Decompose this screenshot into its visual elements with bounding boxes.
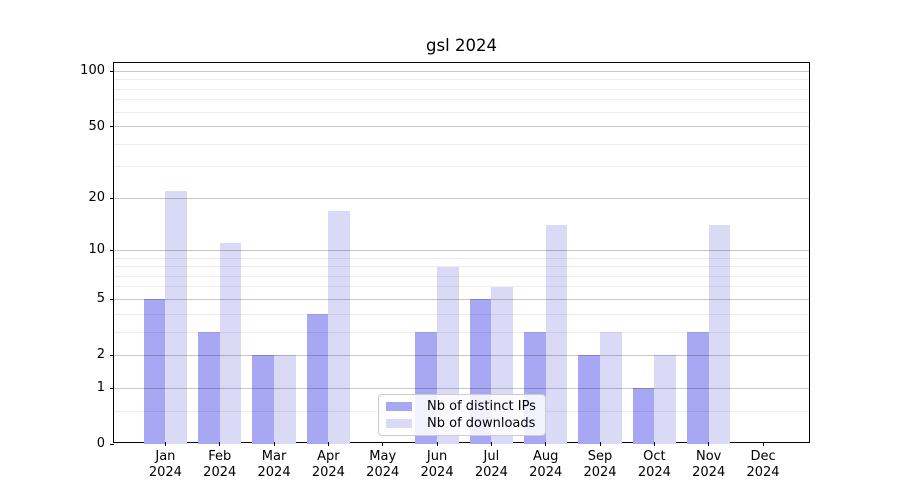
- y-tick-label: 50: [88, 118, 105, 134]
- x-tick-mark: [545, 442, 547, 446]
- y-tick-label: 0: [96, 436, 105, 451]
- x-tick-label-mar: Mar 2024: [257, 449, 291, 480]
- major-gridline: [114, 70, 809, 72]
- minor-gridline: [114, 99, 809, 101]
- bar-distinct-ips-apr: [306, 314, 329, 444]
- bar-distinct-ips-mar: [252, 355, 275, 444]
- x-tick-label-oct: Oct 2024: [637, 449, 671, 480]
- y-tick-mark: [110, 126, 114, 128]
- legend: Nb of distinct IPs Nb of downloads: [378, 394, 546, 436]
- bar-downloads-feb: [219, 243, 242, 444]
- legend-item: Nb of distinct IPs: [386, 399, 538, 414]
- legend-label: Nb of downloads: [427, 415, 536, 431]
- legend-label: Nb of distinct IPs: [427, 399, 536, 415]
- bar-downloads-oct: [654, 355, 677, 444]
- y-tick-mark: [110, 298, 114, 300]
- bar-distinct-ips-oct: [632, 388, 655, 444]
- bar-distinct-ips-feb: [198, 332, 220, 444]
- minor-gridline: [114, 111, 809, 113]
- y-tick-label: 5: [96, 291, 105, 307]
- y-tick-mark: [110, 197, 114, 199]
- y-tick-mark: [110, 387, 114, 389]
- x-tick-label-sep: Sep 2024: [583, 449, 617, 480]
- bar-downloads-mar: [274, 355, 296, 444]
- x-tick-mark: [219, 442, 221, 446]
- x-tick-label-nov: Nov 2024: [692, 449, 726, 480]
- x-tick-label-jan: Jan 2024: [148, 449, 182, 480]
- y-tick-label: 20: [88, 190, 105, 206]
- bar-downloads-nov: [708, 225, 731, 444]
- x-tick-label-aug: Aug 2024: [529, 449, 563, 480]
- x-tick-mark: [490, 442, 492, 446]
- bar-downloads-apr: [328, 210, 351, 444]
- legend-item: Nb of downloads: [386, 416, 538, 431]
- bar-distinct-ips-sep: [578, 355, 601, 444]
- major-gridline: [114, 249, 809, 251]
- bar-distinct-ips-jan: [143, 299, 166, 444]
- x-tick-mark: [327, 442, 329, 446]
- minor-gridline: [114, 79, 809, 81]
- x-tick-mark: [164, 442, 166, 446]
- x-tick-mark: [762, 442, 764, 446]
- bar-downloads-aug: [545, 225, 568, 444]
- minor-gridline: [114, 286, 809, 288]
- y-tick-label: 2: [96, 347, 105, 363]
- legend-swatch-icon: [386, 418, 412, 428]
- y-tick-mark: [110, 70, 114, 72]
- x-tick-label-apr: Apr 2024: [311, 449, 345, 480]
- y-tick-mark: [110, 443, 114, 445]
- x-tick-mark: [436, 442, 438, 446]
- plot-area: 0 1 2 5 10 20 50 100 Jan 2024 Feb 2024 Mar 2024 Apr…: [80, 62, 810, 480]
- bar-distinct-ips-nov: [687, 332, 709, 444]
- x-tick-mark: [382, 442, 384, 446]
- x-tick-label-may: May 2024: [366, 449, 400, 480]
- major-gridline: [114, 197, 809, 199]
- x-tick-label-dec: Dec 2024: [746, 449, 780, 480]
- y-tick-label: 100: [80, 63, 105, 79]
- x-tick-label-feb: Feb 2024: [203, 449, 237, 480]
- x-tick-mark: [708, 442, 710, 446]
- x-tick-mark: [273, 442, 275, 446]
- x-tick-mark: [599, 442, 601, 446]
- minor-gridline: [114, 257, 809, 259]
- minor-gridline: [114, 143, 809, 145]
- minor-gridline: [114, 88, 809, 90]
- x-tick-label-jun: Jun 2024: [420, 449, 454, 480]
- minor-gridline: [114, 275, 809, 277]
- bar-downloads-jan: [165, 190, 188, 444]
- major-gridline: [114, 126, 809, 128]
- y-tick-label: 10: [88, 242, 105, 258]
- minor-gridline: [114, 166, 809, 168]
- chart-title: gsl 2024: [426, 36, 497, 55]
- major-gridline: [114, 298, 809, 300]
- bar-downloads-sep: [600, 332, 622, 444]
- minor-gridline: [114, 266, 809, 268]
- minor-gridline: [114, 313, 809, 315]
- y-tick-label: 1: [96, 380, 105, 396]
- y-tick-mark: [110, 354, 114, 356]
- x-tick-label-jul: Jul 2024: [474, 449, 508, 480]
- legend-swatch-icon: [386, 402, 412, 412]
- y-tick-mark: [110, 249, 114, 251]
- x-tick-mark: [653, 442, 655, 446]
